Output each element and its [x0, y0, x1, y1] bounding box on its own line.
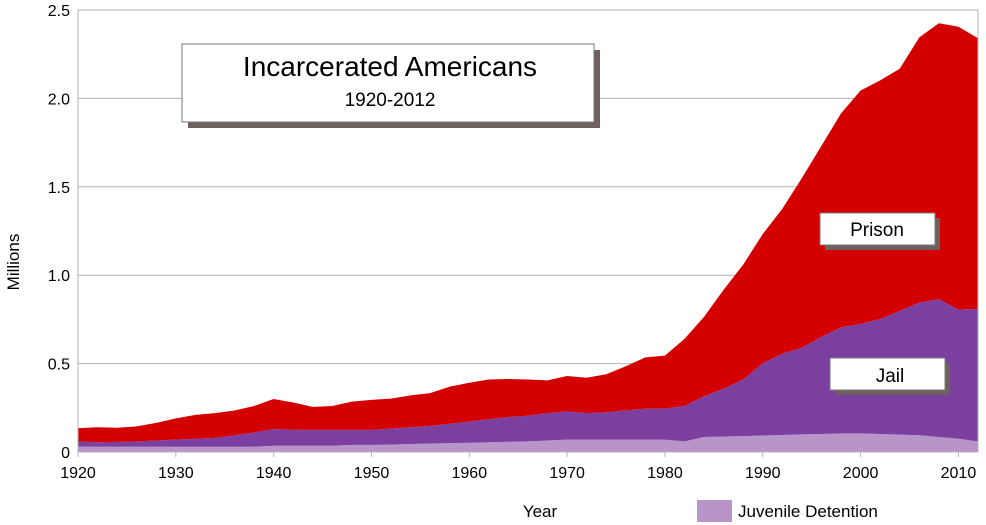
chart-subtitle: 1920-2012: [345, 90, 436, 111]
x-axis-title: Year: [523, 502, 558, 521]
x-tick-label: 1960: [452, 465, 488, 482]
y-tick-label: 1.0: [48, 268, 70, 285]
series-juvenile-detention: [78, 433, 978, 452]
x-tick-label: 1970: [549, 465, 585, 482]
jail-label: Jail: [876, 366, 905, 387]
y-tick-label: 2.0: [48, 91, 70, 108]
series-prison: [78, 23, 978, 443]
legend-swatch-juvenile: [697, 500, 732, 522]
jail-label-box: Jail: [829, 357, 950, 395]
y-tick-label: 1.5: [48, 180, 70, 197]
y-tick-label: 0: [61, 445, 70, 462]
x-tick-label: 2010: [941, 465, 977, 482]
prison-label: Prison: [850, 220, 904, 241]
x-tick-label: 2000: [843, 465, 879, 482]
x-tick-label: 1930: [158, 465, 194, 482]
x-tick-label: 1920: [60, 465, 96, 482]
x-tick-label: 1990: [745, 465, 781, 482]
plot-frame: [77, 9, 979, 453]
series-areas: [78, 23, 978, 452]
x-tick-label: 1940: [256, 465, 292, 482]
y-tick-label: 2.5: [48, 3, 70, 20]
chart-title: Incarcerated Americans: [243, 51, 537, 82]
x-tick-label: 1980: [647, 465, 683, 482]
y-tick-label: 0.5: [48, 357, 70, 374]
legend-label-juvenile: Juvenile Detention: [738, 502, 878, 521]
prison-label-box: Prison: [819, 212, 940, 250]
series-jail: [78, 299, 978, 447]
title-box: Incarcerated Americans 1920-2012: [181, 43, 600, 128]
x-tick-label: 1950: [354, 465, 390, 482]
x-tick-labels: 1920 1930 1940 1950 1960 1970 1980 1990 2000 2010: [60, 452, 976, 482]
y-tick-labels: 0 0.5 1.0 1.5 2.0 2.5: [48, 3, 70, 462]
y-axis-title: Millions: [4, 234, 23, 291]
legend: Juvenile Detention: [697, 500, 878, 522]
